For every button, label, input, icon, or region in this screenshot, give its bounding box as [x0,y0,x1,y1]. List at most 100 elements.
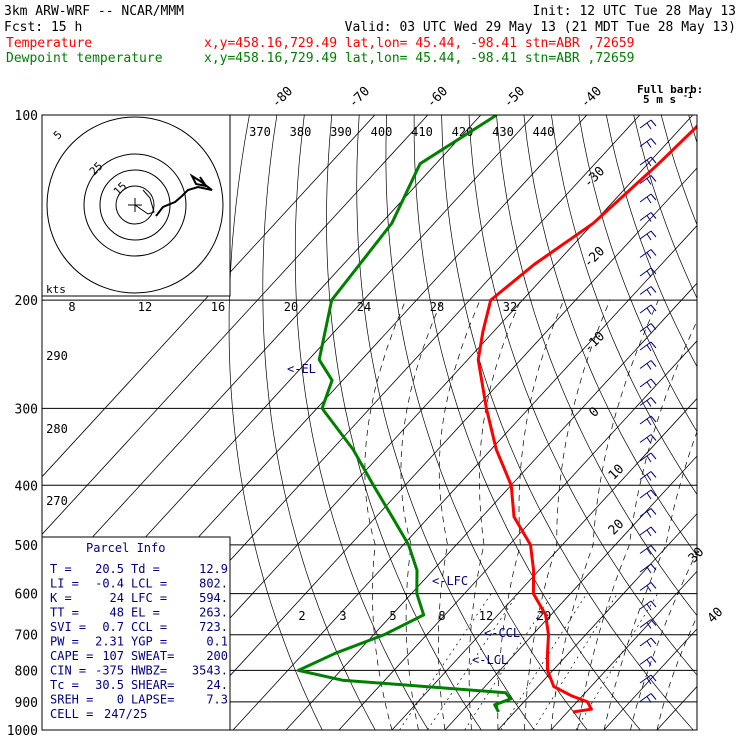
model-title: 3km ARW-WRF -- NCAR/MMM [4,4,184,19]
mixing-ratio-label: 3 [339,609,346,623]
wind-barb [639,249,652,258]
wind-barb-flag [646,455,652,463]
pressure-axis: 100 200 300 400 500 600 700 800 900 1000 [7,109,38,739]
wind-barb [639,341,652,351]
parcel-param-name: EL = [131,606,160,620]
isotherm-line [42,115,376,478]
isotherm-line [603,628,697,730]
dewpoint-profile [296,115,513,713]
wind-barb-flag [650,656,657,663]
wind-barb-flag [646,159,652,167]
wind-barb [639,378,652,388]
wind-barb-flag [650,582,657,589]
moist-adiabat-line [550,299,659,730]
wind-barb-flag [650,378,657,386]
parcel-param-name: CELL = [50,707,93,721]
parcel-param-value: 802. [199,577,228,591]
wind-barb-flag [646,492,652,500]
isotherm-line [391,397,697,730]
parcel-param-name: CIN = [50,664,86,678]
moist-adiabat-line [524,299,611,730]
hodograph: 5 25 15 kts [41,114,231,297]
full-barb-exponent: -1 [683,91,693,100]
mixing-ratio-line [575,593,658,730]
dry-adiabat-line [660,115,697,226]
wind-barb-flag [646,141,652,148]
dry-adiabat-line [468,115,697,676]
mixing-ratio-line [532,593,618,730]
dry-adiabat-line [716,115,740,740]
wind-barb-flag [646,548,652,555]
hodograph-trace [155,173,213,217]
wind-barb [639,471,652,480]
wind-barb [639,656,652,665]
wind-barb-flag [650,138,657,145]
lfc-marker: <-LFC [432,574,468,588]
wind-barb-flag [650,415,657,423]
pressure-tick-label: 600 [15,588,38,603]
isotherm-line [497,513,697,730]
dewpoint-legend: Dewpoint temperature [6,51,163,66]
wind-barb-flag [646,659,652,666]
dry-adiabat-line [294,115,429,730]
dry-adiabat-line [228,115,323,730]
parcel-param-name: SHEAR= [131,678,174,692]
pressure-tick-label: 700 [15,629,38,644]
wind-barb-flag [646,585,652,592]
parcel-param-value: 2.31 [95,635,124,649]
wind-barb-flag [650,249,657,256]
wind-barb-flag [650,563,657,571]
wind-barb [639,360,652,369]
isotherm-line [656,685,697,730]
wind-barb [639,563,652,573]
wind-barb [639,452,652,462]
pressure-tick-label: 400 [15,479,38,494]
parcel-param-name: CAPE = [50,649,93,663]
parcel-param-name: LAPSE= [131,693,174,707]
parcel-param-value: 263. [199,606,228,620]
wind-barb [639,415,652,425]
wind-barb-flag [650,230,657,238]
wind-barb [639,267,652,277]
parcel-param-value: 0 [117,693,124,707]
isotherm-label: -50 [501,84,528,111]
parcel-param-value: 594. [199,591,228,605]
hodograph-trace-low [134,189,155,215]
wind-barb [639,526,652,536]
parcel-param-value: 723. [199,620,228,634]
pressure-tick-label: 500 [15,539,38,554]
parcel-param-value: 30.5 [95,678,124,692]
wind-barb [639,619,652,628]
wind-barb [639,323,652,332]
wind-barb-flag [646,270,652,278]
wind-barb-flag [646,418,652,426]
dry-adiabat-line [262,115,376,730]
dry-adiabat-label: 380 [290,125,312,139]
mixing-ratio-label: 20 [284,300,298,314]
sounding-profiles [296,115,697,714]
wind-barb [639,489,652,499]
wind-barb-flag [650,397,657,404]
wind-barb-flag [646,122,652,130]
isotherm-line [179,167,697,730]
hodograph-ring-outer [83,153,187,257]
wind-barb-flag [650,434,657,441]
wind-barb-flag [650,619,657,626]
wind-barb-flag [646,289,652,296]
parcel-param-value: 24 [110,591,124,605]
temperature-location: x,y=458.16,729.49 lat,lon= 45.44, -98.41… [204,36,634,51]
parcel-param-name: PW = [50,635,79,649]
isotherm-line [710,115,740,730]
parcel-param-value: 7.3 [206,693,228,707]
wind-barb [639,508,652,517]
wind-barb-flag [646,326,652,333]
parcel-param-value: 3543. [192,664,228,678]
parcel-info-title: Parcel Info [86,541,165,555]
wind-barb [639,230,652,240]
isotherm-label: -30 [581,164,608,191]
parcel-param-name: SVI = [50,620,86,634]
wind-barb-flag [650,119,657,127]
dry-adiabat-label: 430 [492,125,514,139]
wind-barb-flag [650,600,657,608]
